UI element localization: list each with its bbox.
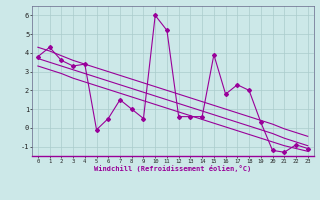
X-axis label: Windchill (Refroidissement éolien,°C): Windchill (Refroidissement éolien,°C) <box>94 165 252 172</box>
